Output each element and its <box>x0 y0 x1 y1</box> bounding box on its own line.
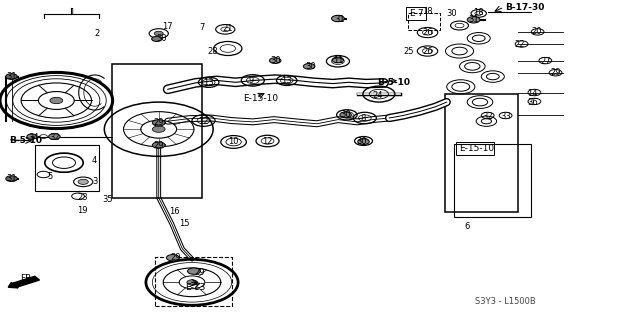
Text: 4: 4 <box>92 156 97 165</box>
Text: 30: 30 <box>270 56 280 65</box>
Text: E-7: E-7 <box>410 9 424 18</box>
Text: 30: 30 <box>340 110 351 119</box>
Text: FR.: FR. <box>20 274 34 283</box>
Text: 23: 23 <box>78 193 88 202</box>
Circle shape <box>27 134 37 139</box>
Bar <box>454 144 531 217</box>
Circle shape <box>188 268 200 274</box>
Circle shape <box>187 280 197 285</box>
Text: 17: 17 <box>163 22 173 31</box>
Circle shape <box>154 31 163 36</box>
Text: 8: 8 <box>361 114 366 122</box>
Text: 18: 18 <box>422 7 433 16</box>
Text: 29: 29 <box>550 68 561 77</box>
Text: 13: 13 <box>282 76 292 85</box>
Circle shape <box>50 97 63 104</box>
Text: B-5-10: B-5-10 <box>10 137 43 145</box>
Text: 24: 24 <box>372 91 383 100</box>
Text: E-15-10: E-15-10 <box>460 144 495 153</box>
Text: 32: 32 <box>50 133 60 142</box>
Text: 11: 11 <box>333 56 343 65</box>
Bar <box>445 94 518 212</box>
Text: 26: 26 <box>422 28 433 37</box>
Text: 29: 29 <box>195 268 205 277</box>
Circle shape <box>78 179 88 184</box>
Circle shape <box>332 57 344 63</box>
Text: E-13: E-13 <box>186 283 206 292</box>
Text: 22: 22 <box>515 40 525 48</box>
Text: 33: 33 <box>500 112 511 121</box>
Circle shape <box>152 36 162 41</box>
Text: 2: 2 <box>95 29 100 38</box>
Text: 30: 30 <box>446 9 456 18</box>
Text: 27: 27 <box>540 57 550 66</box>
Text: 10: 10 <box>228 137 239 146</box>
Text: 14: 14 <box>527 89 538 98</box>
Circle shape <box>152 126 165 132</box>
Circle shape <box>49 134 60 139</box>
Text: 20: 20 <box>531 27 541 36</box>
Text: 7: 7 <box>199 23 204 32</box>
Circle shape <box>358 139 369 145</box>
Circle shape <box>6 176 17 182</box>
Circle shape <box>332 15 344 22</box>
Circle shape <box>303 63 315 69</box>
Text: 19: 19 <box>77 206 87 215</box>
Text: 31: 31 <box>334 15 344 24</box>
Text: 18: 18 <box>474 8 484 17</box>
Text: E-15-10: E-15-10 <box>243 94 278 103</box>
Text: 35: 35 <box>102 195 113 204</box>
Text: 5: 5 <box>47 172 52 181</box>
Text: 1: 1 <box>69 8 74 17</box>
Text: 12: 12 <box>198 117 209 126</box>
Text: 34: 34 <box>28 133 38 142</box>
Text: 26: 26 <box>422 47 433 56</box>
Circle shape <box>269 58 281 63</box>
Text: 9: 9 <box>248 76 253 85</box>
Text: 16: 16 <box>169 207 179 216</box>
Text: 31: 31 <box>468 15 479 24</box>
Bar <box>406 7 426 20</box>
Bar <box>35 145 99 191</box>
Text: 30: 30 <box>356 137 367 146</box>
Text: 36: 36 <box>527 98 538 107</box>
Circle shape <box>6 74 17 79</box>
Text: 31: 31 <box>6 174 17 183</box>
Text: 32: 32 <box>483 112 493 121</box>
Text: 29: 29 <box>154 118 164 127</box>
Circle shape <box>152 120 165 126</box>
Text: 31: 31 <box>6 72 17 81</box>
Circle shape <box>166 255 179 261</box>
Text: 29: 29 <box>154 141 164 150</box>
Text: 30: 30 <box>156 34 166 43</box>
Text: B-5-10: B-5-10 <box>378 78 411 87</box>
Text: 28: 28 <box>208 47 218 56</box>
Text: 30: 30 <box>305 63 316 71</box>
Text: 29: 29 <box>170 253 180 262</box>
Text: 13: 13 <box>204 78 214 87</box>
Text: 6: 6 <box>465 222 470 231</box>
Bar <box>456 142 494 155</box>
Text: S3Y3 - L1500B: S3Y3 - L1500B <box>476 297 536 306</box>
FancyArrow shape <box>8 276 40 288</box>
Text: B-17-30: B-17-30 <box>506 3 545 11</box>
Text: 15: 15 <box>179 219 189 228</box>
Circle shape <box>340 112 351 118</box>
Circle shape <box>152 142 165 148</box>
Bar <box>408 13 440 30</box>
Bar <box>155 257 232 306</box>
Bar <box>112 64 202 198</box>
Circle shape <box>467 17 480 23</box>
Text: 3: 3 <box>92 177 97 186</box>
Text: 21: 21 <box>223 24 233 33</box>
Text: 12: 12 <box>262 137 273 146</box>
Text: 25: 25 <box>403 47 413 56</box>
